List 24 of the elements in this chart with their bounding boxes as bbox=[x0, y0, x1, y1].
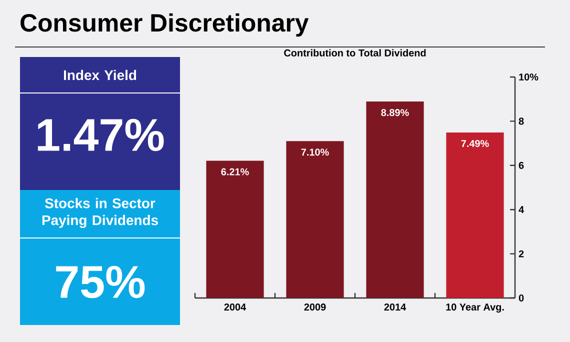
y-tick-label: 4 bbox=[518, 206, 524, 214]
text: 1.47% bbox=[38, 118, 164, 152]
y-tick-label: 0 bbox=[518, 294, 524, 302]
data-label: 7.49% bbox=[461, 140, 489, 148]
y-tick-label: 6 bbox=[518, 162, 524, 169]
y-tick-label: 8 bbox=[518, 118, 524, 125]
data-label: 6.21% bbox=[221, 168, 249, 176]
bar bbox=[286, 141, 344, 298]
data-label: 7.10% bbox=[301, 148, 329, 156]
bar bbox=[366, 102, 424, 298]
text: Index Yield bbox=[64, 70, 136, 80]
y-tick-label: 10% bbox=[519, 73, 538, 81]
data-label: 8.89% bbox=[381, 109, 409, 116]
x-tick-label: 2004 bbox=[224, 304, 246, 311]
text: Consumer Discretionary bbox=[20, 13, 309, 37]
text: Stocks in Sector Paying Dividends bbox=[42, 198, 158, 228]
x-tick-label: 2009 bbox=[304, 304, 326, 311]
bar bbox=[446, 132, 504, 298]
bar bbox=[206, 160, 264, 298]
x-tick-label: 2014 bbox=[384, 304, 406, 311]
chart-title: Contribution to Total Dividend bbox=[284, 49, 426, 56]
x-tick-label: 10 Year Avg. bbox=[446, 304, 504, 313]
y-tick-label: 2 bbox=[518, 250, 524, 258]
text: 75% bbox=[56, 266, 145, 298]
